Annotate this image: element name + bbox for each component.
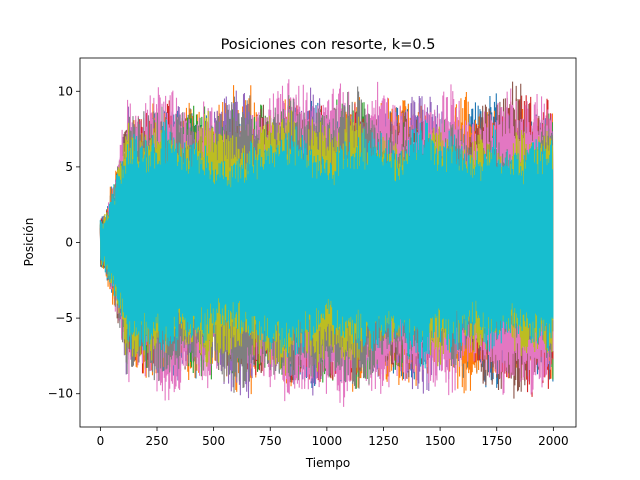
series-line (99, 119, 554, 369)
y-tick-label: 10 (58, 84, 73, 98)
y-axis: −10 −5 0 5 10 (48, 84, 80, 401)
y-tick-label: 5 (65, 160, 73, 174)
y-tick-label: −5 (55, 311, 73, 325)
x-axis-label: Tiempo (305, 456, 350, 470)
x-tick-label: 750 (259, 434, 282, 448)
x-tick-label: 1000 (312, 434, 343, 448)
x-axis: 0 250 500 750 1000 1250 1500 1750 2000 (97, 427, 569, 448)
x-tick-label: 0 (97, 434, 105, 448)
y-axis-label: Posición (22, 218, 36, 267)
x-tick-label: 2000 (538, 434, 569, 448)
series-layer (99, 79, 554, 407)
x-tick-label: 250 (146, 434, 169, 448)
y-tick-label: −10 (48, 387, 73, 401)
x-tick-label: 1750 (481, 434, 512, 448)
x-tick-label: 1500 (425, 434, 456, 448)
x-tick-label: 500 (202, 434, 225, 448)
y-tick-label: 0 (65, 236, 73, 250)
chart-title: Posiciones con resorte, k=0.5 (221, 37, 436, 53)
x-tick-label: 1250 (368, 434, 399, 448)
